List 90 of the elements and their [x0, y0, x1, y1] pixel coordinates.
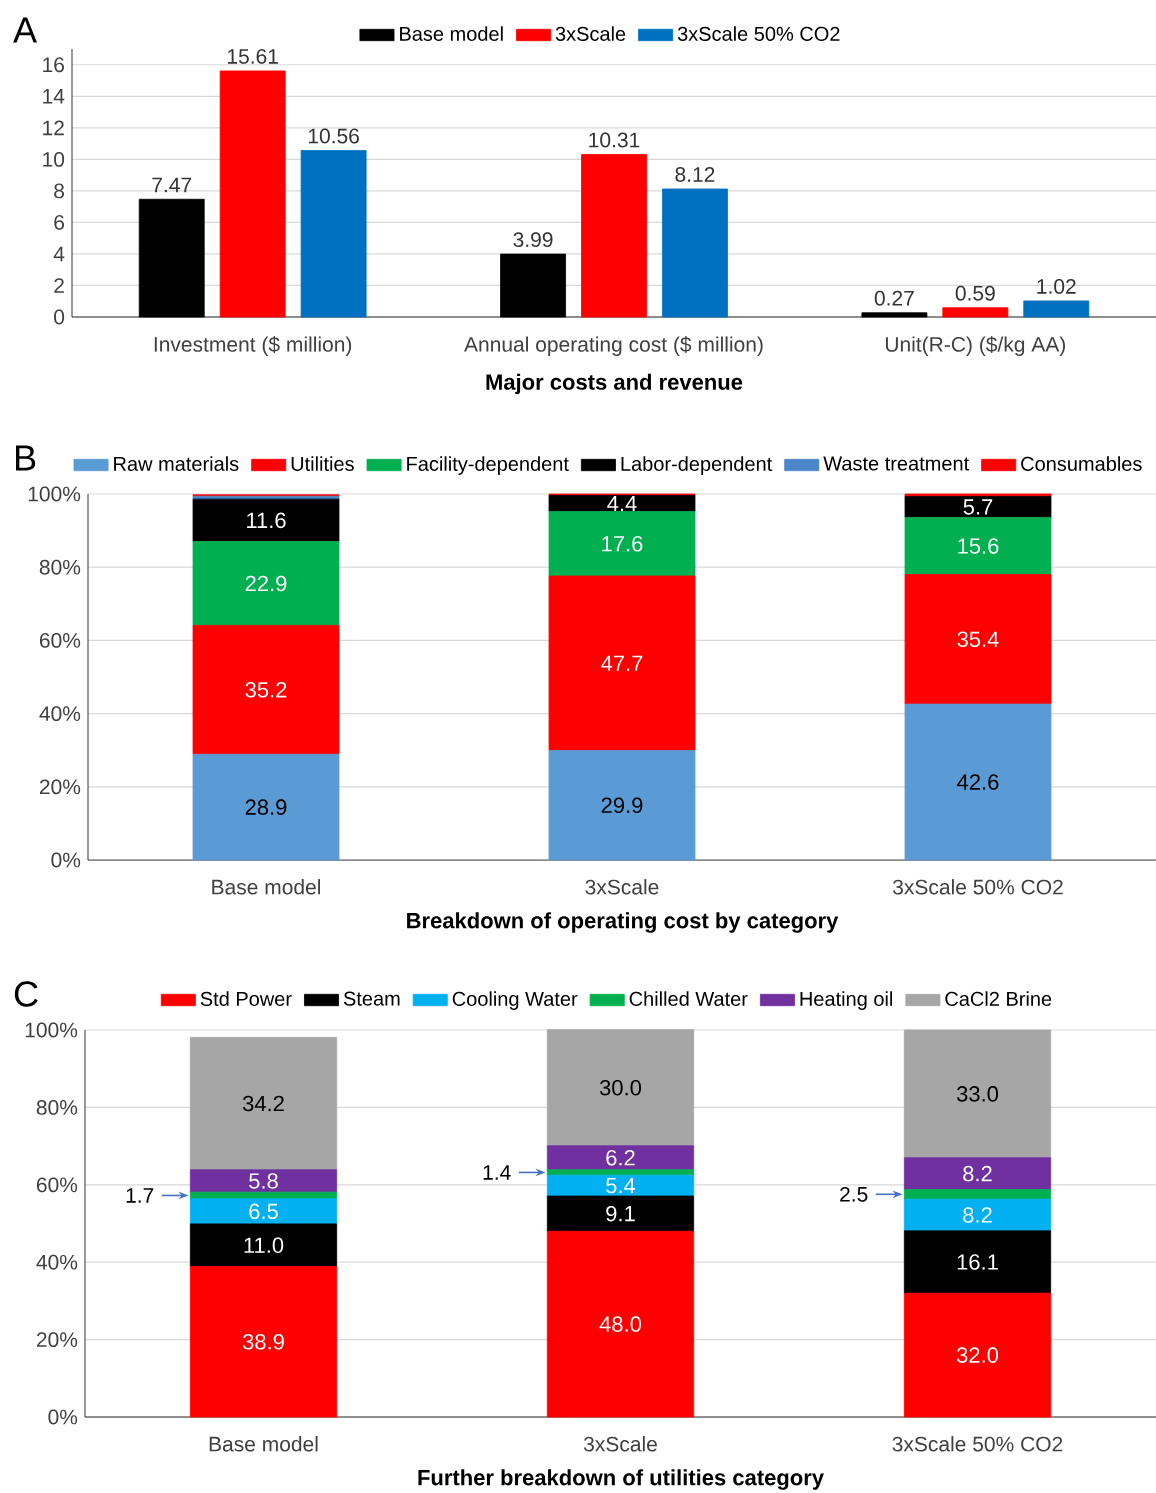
y-tick-label: 80% — [39, 559, 81, 575]
x-tick-label: 3xScale 50% CO2 — [892, 1436, 1063, 1452]
data-label: 5.4 — [606, 1177, 636, 1194]
data-label: 42.6 — [957, 774, 999, 790]
y-tick-label: 20% — [39, 779, 81, 795]
y-tick-label: 60% — [36, 1177, 78, 1193]
data-label: 8.2 — [963, 1165, 992, 1182]
data-label: 10.56 — [308, 128, 359, 144]
x-tick-label: Base model — [212, 879, 321, 895]
y-tick-label: 10 — [43, 151, 65, 167]
data-label: 15.6 — [958, 538, 999, 554]
data-label: 11.6 — [247, 512, 286, 529]
y-tick-label: 60% — [39, 632, 81, 648]
y-tick-label: 8 — [54, 183, 65, 199]
y-tick-label: 0% — [51, 852, 81, 868]
y-tick-label: 80% — [36, 1100, 78, 1115]
x-axis-title: Breakdown of operating cost by category — [407, 912, 839, 933]
y-tick-label: 20% — [36, 1332, 78, 1348]
legend-label: Raw materials — [114, 456, 239, 471]
x-tick-label: Investment ($ million) — [154, 336, 352, 356]
x-axis-title: Further breakdown of utilities category — [418, 1469, 824, 1490]
x-tick-label: 3xScale 50% CO2 — [893, 879, 1063, 895]
text: A — [13, 17, 37, 43]
data-label: 4.4 — [607, 495, 637, 512]
data-label: 22.9 — [245, 575, 287, 592]
x-axis-title: Major costs and revenue — [486, 373, 743, 395]
legend-label: Std Power — [200, 991, 292, 1006]
data-label: 0.27 — [874, 290, 914, 306]
data-label: 11.0 — [244, 1237, 284, 1253]
text: B — [16, 445, 36, 471]
data-label: 9.1 — [606, 1205, 635, 1222]
legend-label: 3xScale 50% CO2 — [677, 26, 840, 41]
legend-label: Base model — [400, 26, 503, 41]
data-label: 1.4 — [483, 1165, 511, 1180]
text: C — [14, 981, 38, 1007]
legend-label: Consumables — [1021, 456, 1142, 471]
y-tick-label: 6 — [54, 215, 65, 230]
data-label: 28.9 — [245, 799, 287, 815]
data-label: 5.7 — [963, 499, 993, 515]
legend-label: Cooling Water — [452, 991, 578, 1010]
y-tick-label: 2 — [54, 278, 64, 293]
data-label: 32.0 — [956, 1347, 999, 1363]
legend-label: Waste treatment — [823, 456, 970, 471]
data-label: 3.99 — [513, 232, 553, 248]
y-tick-label: 40% — [36, 1254, 78, 1270]
legend-label: Labor-dependent — [621, 456, 773, 475]
data-label: 0.59 — [955, 285, 995, 301]
legend-label: Heating oil — [800, 991, 893, 1010]
data-label: 30.0 — [599, 1079, 642, 1096]
legend-label: Facility-dependent — [407, 456, 569, 475]
data-label: 1.7 — [126, 1188, 154, 1203]
x-tick-label: Unit(R-C) ($/kg AA) — [885, 336, 1065, 356]
legend-label: CaCl2 Brine — [945, 991, 1052, 1006]
data-label: 8.2 — [963, 1207, 992, 1223]
data-label: 35.2 — [245, 682, 287, 698]
y-tick-label: 0% — [48, 1409, 78, 1425]
data-label: 5.8 — [249, 1173, 278, 1189]
x-tick-label: Annual operating cost ($ million) — [464, 336, 763, 356]
data-label: 6.5 — [249, 1203, 278, 1220]
data-label: 47.7 — [601, 655, 643, 671]
data-label: 2.5 — [840, 1186, 868, 1202]
x-tick-label: Base model — [209, 1436, 318, 1452]
x-tick-label: 3xScale — [583, 1436, 657, 1452]
legend-label: Utilities — [291, 456, 354, 471]
y-tick-label: 40% — [39, 706, 81, 722]
y-tick-label: 14 — [43, 89, 65, 104]
data-label: 34.2 — [242, 1095, 284, 1112]
y-tick-label: 100% — [25, 1022, 78, 1038]
data-label: 33.0 — [956, 1086, 999, 1102]
legend-label: Steam — [343, 991, 400, 1006]
data-label: 16.1 — [957, 1254, 998, 1270]
data-label: 29.9 — [601, 797, 643, 814]
x-tick-label: 3xScale — [585, 879, 659, 895]
data-label: 35.4 — [957, 631, 999, 648]
y-tick-label: 12 — [43, 120, 64, 136]
y-tick-label: 100% — [28, 486, 81, 502]
data-label: 17.6 — [602, 536, 643, 552]
data-label: 7.47 — [152, 177, 192, 193]
data-label: 38.9 — [242, 1333, 284, 1350]
y-tick-label: 4 — [53, 246, 65, 262]
y-tick-label: 16 — [43, 57, 65, 73]
data-label: 10.31 — [589, 132, 640, 148]
y-tick-label: 0 — [54, 309, 65, 325]
data-label: 15.61 — [227, 49, 278, 64]
data-label: 1.02 — [1037, 279, 1076, 294]
legend-label: Chilled Water — [629, 991, 748, 1006]
data-label: 8.12 — [675, 167, 715, 182]
legend-label: 3xScale — [555, 26, 626, 41]
data-label: 48.0 — [599, 1316, 642, 1332]
data-label: 6.2 — [606, 1149, 635, 1166]
